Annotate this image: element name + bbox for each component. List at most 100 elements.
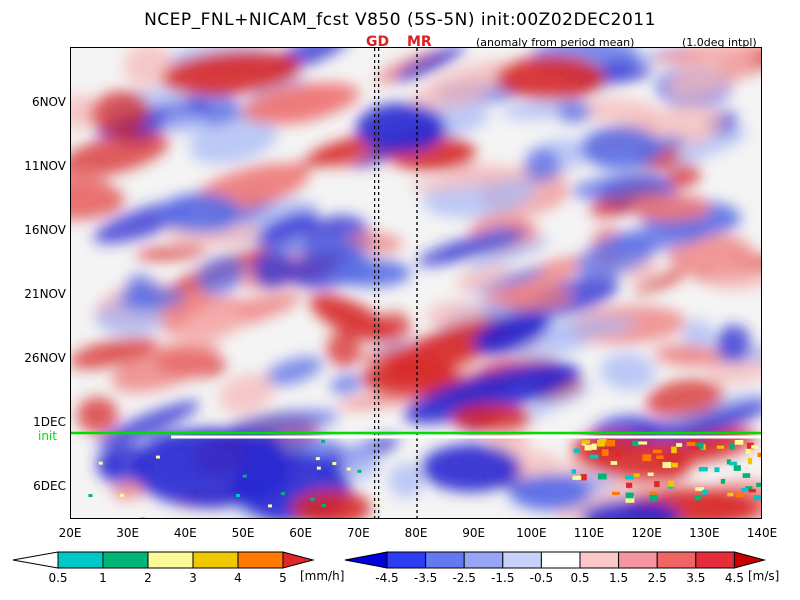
wind-colorbar-label: -4.5 bbox=[375, 571, 399, 585]
precip-cell bbox=[119, 493, 124, 497]
precip-cell bbox=[647, 472, 654, 476]
wind-colorbar-label: 0.5 bbox=[570, 571, 590, 585]
wind-colorbar-swatch bbox=[540, 551, 581, 569]
anomaly-blob bbox=[408, 168, 523, 192]
anomaly-blob bbox=[309, 294, 393, 342]
precip-cell bbox=[726, 459, 731, 465]
anomaly-field bbox=[71, 48, 761, 518]
precip-colorbar-swatch bbox=[192, 551, 239, 569]
anomaly-blob bbox=[161, 193, 241, 233]
anomaly-blob bbox=[645, 378, 724, 418]
anomaly-note: (anomaly from period mean) bbox=[476, 36, 635, 49]
x-tick-label: 90E bbox=[462, 526, 486, 540]
wind-colorbar-label: 3.5 bbox=[686, 571, 706, 585]
anomaly-blob bbox=[71, 131, 170, 178]
precip-cell bbox=[571, 469, 576, 474]
precip-cell bbox=[667, 484, 674, 489]
anomaly-blob bbox=[682, 319, 714, 352]
anomaly-blob bbox=[655, 344, 724, 366]
y-tick-label: 1DEC bbox=[33, 415, 66, 429]
init-label: init bbox=[38, 429, 57, 443]
precip-colorbar-swatch bbox=[102, 551, 149, 569]
wind-colorbar-swatch bbox=[386, 551, 427, 569]
precip-cell bbox=[624, 475, 634, 480]
anomaly-blob bbox=[71, 171, 115, 216]
anomaly-blob bbox=[472, 311, 550, 355]
x-tick-label: 100E bbox=[516, 526, 547, 540]
precip-cell bbox=[321, 503, 326, 507]
precip-colorbar-label: 2 bbox=[144, 571, 152, 585]
anomaly-blob bbox=[361, 360, 461, 396]
y-tick-label: 16NOV bbox=[24, 223, 66, 237]
precip-cell bbox=[632, 440, 640, 447]
anomaly-blob bbox=[664, 399, 761, 443]
anomaly-blob bbox=[266, 239, 372, 257]
precip-cell bbox=[649, 494, 658, 501]
precip-cell bbox=[695, 487, 705, 491]
precip-cell bbox=[745, 486, 753, 490]
reference-lines bbox=[71, 48, 761, 518]
anomaly-blob bbox=[135, 245, 208, 261]
precip-cell bbox=[572, 475, 582, 480]
precip-cell bbox=[714, 467, 720, 473]
anomaly-blob bbox=[342, 443, 379, 481]
precip-cell bbox=[346, 467, 351, 471]
anomaly-blob bbox=[633, 269, 690, 294]
precip-cell bbox=[573, 448, 581, 453]
hovmoller-plot bbox=[70, 47, 762, 519]
x-tick-label: 130E bbox=[689, 526, 720, 540]
precip-cell bbox=[375, 500, 380, 504]
marker-mr-label: MR bbox=[407, 34, 432, 50]
wind-colorbar-swatch bbox=[618, 551, 658, 569]
precip-cell bbox=[690, 446, 700, 450]
precip-cell bbox=[716, 445, 725, 449]
anomaly-blob bbox=[576, 98, 658, 124]
interpolation-note: (1.0deg intpl) bbox=[682, 36, 757, 49]
anomaly-blob bbox=[291, 490, 371, 518]
precip-cell bbox=[698, 466, 708, 472]
anomaly-blob bbox=[330, 374, 363, 395]
precip-cell bbox=[720, 478, 726, 484]
precip-cell bbox=[746, 442, 754, 450]
anomaly-blob bbox=[406, 60, 510, 117]
precip-cell bbox=[676, 443, 683, 447]
precip-cell bbox=[747, 457, 753, 465]
precip-colorbar bbox=[12, 551, 315, 569]
precip-cell bbox=[671, 446, 677, 454]
precip-cell bbox=[612, 491, 620, 495]
precip-cell bbox=[633, 473, 640, 477]
anomaly-blob bbox=[263, 356, 323, 387]
precip-colorbar-label: 3 bbox=[189, 571, 197, 585]
anomaly-blob bbox=[479, 227, 511, 246]
precip-cell bbox=[357, 469, 362, 473]
anomaly-blob bbox=[403, 362, 579, 424]
x-tick-label: 50E bbox=[231, 526, 255, 540]
wind-colorbar-swatch bbox=[344, 551, 388, 569]
anomaly-blob bbox=[667, 48, 755, 99]
x-tick-label: 70E bbox=[346, 526, 370, 540]
precip-cell bbox=[316, 466, 321, 470]
precip-cell bbox=[310, 497, 315, 501]
x-tick-label: 110E bbox=[573, 526, 605, 540]
precip-cell bbox=[625, 496, 635, 503]
anomaly-blob bbox=[252, 249, 295, 289]
anomaly-blob bbox=[111, 340, 219, 393]
wind-colorbar-label: 1.5 bbox=[609, 571, 629, 585]
wind-colorbar-label: -2.5 bbox=[452, 571, 476, 585]
y-tick-label: 6NOV bbox=[31, 95, 66, 109]
precip-cell bbox=[606, 439, 616, 447]
precip-cell bbox=[597, 439, 605, 447]
precip-cell bbox=[745, 448, 752, 454]
precip-cell bbox=[626, 482, 633, 488]
precip-cell bbox=[656, 455, 664, 459]
anomaly-blob bbox=[469, 268, 547, 294]
precip-cell bbox=[751, 445, 758, 449]
anomaly-blob bbox=[90, 90, 150, 135]
wind-colorbar-swatch bbox=[425, 551, 465, 569]
anomaly-blob bbox=[337, 391, 429, 409]
precip-cell bbox=[734, 440, 744, 445]
precip-colorbar-label: 4 bbox=[234, 571, 242, 585]
anomaly-blob bbox=[715, 324, 752, 363]
anomaly-blob bbox=[162, 110, 211, 134]
anomaly-blob bbox=[394, 48, 466, 82]
